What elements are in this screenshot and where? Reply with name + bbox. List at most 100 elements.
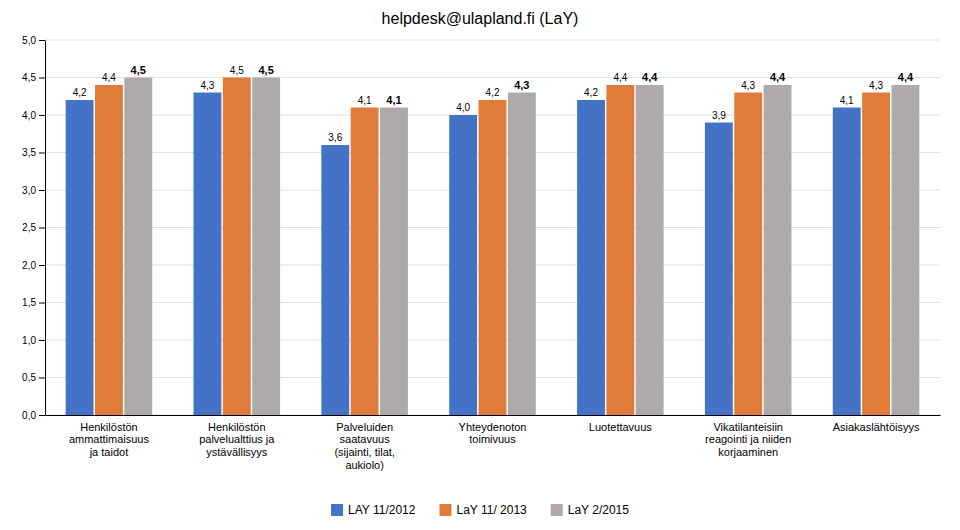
y-tick-label: 0,5 — [22, 372, 36, 383]
y-tick-mark — [39, 78, 45, 79]
legend-item: LAY 11/2012 — [331, 503, 416, 517]
data-label: 4,3 — [741, 80, 755, 91]
x-tick: Henkilöstönpalvelualttius jaystävällisyy… — [199, 421, 275, 458]
data-label: 4,3 — [869, 80, 883, 91]
legend-label: LaY 11/ 2013 — [456, 503, 527, 517]
legend-swatch — [439, 504, 451, 516]
bar — [66, 100, 94, 415]
x-tick-label: Henkilöstönammattimaisuusja taidot — [69, 421, 150, 458]
data-label: 4,2 — [73, 87, 87, 98]
x-tick-label-line: (sijainti, tilat, — [334, 446, 395, 458]
grid-line — [45, 40, 940, 41]
x-tick-label-line: palvelualttius ja — [199, 433, 275, 445]
y-tick-mark — [39, 378, 45, 379]
plot-area: 4,24,33,64,04,23,94,14,44,54,14,24,44,34… — [22, 35, 940, 471]
x-axis: Henkilöstönammattimaisuusja taidotHenkil… — [46, 416, 941, 471]
y-tick: 4,0 — [22, 110, 45, 121]
y-tick-label: 5,0 — [22, 35, 36, 46]
x-tick: Henkilöstönammattimaisuusja taidot — [69, 421, 150, 458]
legend-item: LaY 2/2015 — [551, 503, 629, 517]
x-tick-label-line: ja taidot — [89, 446, 129, 458]
data-label: 4,4 — [770, 71, 786, 83]
y-tick-mark — [39, 190, 45, 191]
x-tick-label-line: Henkilöstön — [80, 421, 137, 433]
bar — [194, 93, 222, 416]
data-label: 4,5 — [230, 65, 244, 76]
data-label: 4,3 — [514, 79, 529, 91]
x-tick-label-line: korjaaminen — [718, 446, 778, 458]
grid-line — [45, 77, 940, 78]
y-tick-label: 0,0 — [22, 410, 36, 421]
x-tick-label: Yhteydenotontoimivuus — [459, 421, 527, 446]
bar — [764, 85, 792, 415]
y-tick-label: 2,0 — [22, 260, 36, 271]
data-label: 4,5 — [131, 64, 146, 76]
bar — [252, 78, 280, 416]
legend-label: LaY 2/2015 — [568, 503, 629, 517]
x-tick-label-line: ammattimaisuus — [69, 433, 150, 445]
y-tick-label: 4,0 — [22, 110, 36, 121]
y-tick: 2,5 — [22, 222, 45, 233]
y-tick: 3,5 — [22, 147, 45, 158]
x-tick-label: Palveluidensaatavuus(sijainti, tilat,auk… — [334, 421, 395, 471]
bar — [380, 108, 408, 416]
bar — [95, 85, 123, 415]
bar — [636, 85, 664, 415]
data-label: 4,1 — [840, 95, 854, 106]
bar — [577, 100, 605, 415]
data-labels: 4,24,33,64,04,23,94,14,44,54,14,24,44,34… — [73, 64, 914, 144]
x-tick: Luotettavuus — [589, 421, 652, 433]
y-tick-label: 4,5 — [22, 72, 36, 83]
bar — [705, 123, 733, 416]
y-axis: 0,0 0,5 1,0 1,5 2,0 2,5 3,0 3,5 4,0 4,5 5,0 — [22, 35, 45, 421]
y-tick-label: 3,5 — [22, 147, 36, 158]
x-tick: Vikatilanteisiinreagointi ja niidenkorja… — [705, 421, 791, 458]
grid — [45, 40, 940, 415]
y-tick: 1,5 — [22, 297, 45, 308]
x-tick-label-line: Luotettavuus — [589, 421, 652, 433]
data-label: 4,1 — [386, 94, 401, 106]
bar — [862, 93, 890, 416]
bar — [891, 85, 919, 415]
y-tick-mark — [39, 265, 45, 266]
x-tick-label-line: aukiolo) — [345, 459, 384, 471]
data-label: 4,2 — [486, 87, 500, 98]
y-tick-label: 3,0 — [22, 185, 36, 196]
y-tick: 5,0 — [22, 35, 45, 46]
y-tick-mark — [39, 153, 45, 154]
chart-title: helpdesk@ulapland.fi (LaY) — [382, 10, 579, 27]
x-tick: Asiakaslähtöisyys — [833, 421, 920, 433]
x-tick-label: Vikatilanteisiinreagointi ja niidenkorja… — [705, 421, 791, 458]
legend-swatch — [331, 504, 343, 516]
bar — [734, 93, 762, 416]
y-tick-label: 1,5 — [22, 297, 36, 308]
bar-series — [95, 78, 890, 416]
y-tick-mark — [39, 228, 45, 229]
x-tick: Yhteydenotontoimivuus — [459, 421, 527, 446]
legend: LAY 11/2012 LaY 11/ 2013 LaY 2/2015 — [331, 503, 629, 517]
bar — [124, 78, 152, 416]
bar — [351, 108, 379, 416]
y-tick-label: 1,0 — [22, 335, 36, 346]
bar — [321, 145, 349, 415]
bar — [479, 100, 507, 415]
data-label: 3,9 — [712, 110, 726, 121]
x-tick-label: Asiakaslähtöisyys — [833, 421, 920, 433]
y-tick-mark — [39, 115, 45, 116]
y-tick: 3,0 — [22, 185, 45, 196]
y-tick-mark — [39, 40, 45, 41]
x-tick-label-line: toimivuus — [469, 433, 516, 445]
data-label: 4,5 — [258, 64, 273, 76]
bar — [223, 78, 251, 416]
bar — [833, 108, 861, 416]
x-tick-label-line: Palveluiden — [336, 421, 393, 433]
x-tick-label-line: Yhteydenoton — [459, 421, 527, 433]
data-label: 4,4 — [642, 71, 658, 83]
y-tick-mark — [39, 340, 45, 341]
y-tick: 0,5 — [22, 372, 45, 383]
bars — [66, 78, 920, 416]
bar — [606, 85, 634, 415]
data-label: 3,6 — [328, 132, 342, 143]
x-tick-label-line: Henkilöstön — [208, 421, 265, 433]
bar-series — [66, 93, 861, 416]
